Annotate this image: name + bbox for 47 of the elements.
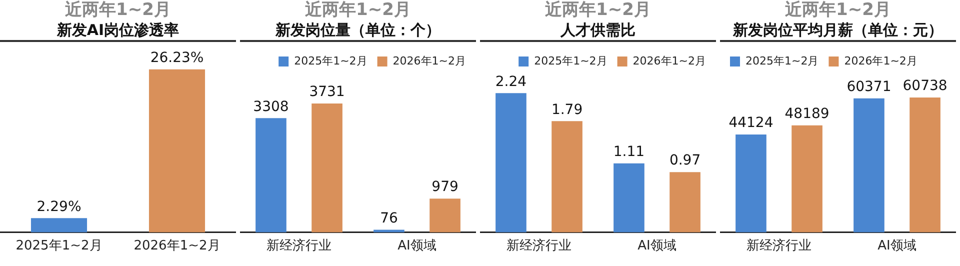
data-label: 1.11 (613, 144, 645, 160)
x-tick-label: 2025年1~2月 (16, 238, 102, 254)
bar (792, 125, 822, 232)
data-label: 44124 (728, 115, 774, 132)
x-tick-label: 新经济行业 (506, 238, 572, 254)
bar (496, 93, 526, 232)
x-tick-label: 新经济行业 (746, 238, 812, 254)
bar (736, 134, 766, 232)
bar (552, 121, 582, 232)
data-label: 3731 (309, 84, 345, 100)
data-label: 979 (432, 179, 458, 196)
chart-subtitle: 近两年1~2月 (544, 0, 652, 20)
x-tick-label: AI领域 (638, 238, 676, 254)
chart-subtitle: 近两年1~2月 (304, 0, 412, 20)
data-label: 3308 (253, 98, 289, 115)
data-label: 60738 (902, 78, 948, 94)
chart-title: 新发岗位平均月薪（单位：元） (720, 20, 956, 42)
x-tick-label: 新经济行业 (266, 238, 332, 254)
bar (614, 163, 644, 232)
data-label: 48189 (784, 106, 830, 122)
chart-subtitle: 近两年1~2月 (64, 0, 172, 20)
data-label: 76 (380, 210, 398, 226)
chart-title: 人才供需比 (480, 20, 716, 42)
x-tick-label: 2026年1~2月 (134, 238, 220, 254)
bar (910, 98, 940, 232)
data-label: 26.23% (150, 50, 204, 66)
data-label: 60371 (846, 79, 892, 96)
data-label: 1.79 (551, 102, 583, 118)
legend-label: 2026年1~2月 (632, 54, 706, 68)
legend-label: 2025年1~2月 (294, 54, 368, 68)
bar (430, 198, 460, 232)
legend-label: 2025年1~2月 (534, 54, 608, 68)
legend-label: 2026年1~2月 (392, 54, 466, 68)
bar (312, 104, 342, 232)
data-label: 2.29% (36, 198, 82, 215)
data-label: 2.24 (495, 74, 527, 90)
chart-title: 新发AI岗位渗透率 (0, 20, 236, 42)
x-tick-label: AI领域 (398, 238, 436, 254)
legend-label: 2025年1~2月 (746, 54, 819, 68)
bar (670, 172, 700, 232)
data-label: 0.97 (669, 152, 701, 169)
bar (854, 98, 884, 232)
chart-subtitle: 近两年1~2月 (784, 0, 892, 20)
x-tick-label: AI领域 (878, 238, 916, 254)
legend-label: 2026年1~2月 (844, 54, 918, 68)
bar (256, 118, 286, 232)
chart-title: 新发岗位量（单位：个） (240, 20, 476, 42)
